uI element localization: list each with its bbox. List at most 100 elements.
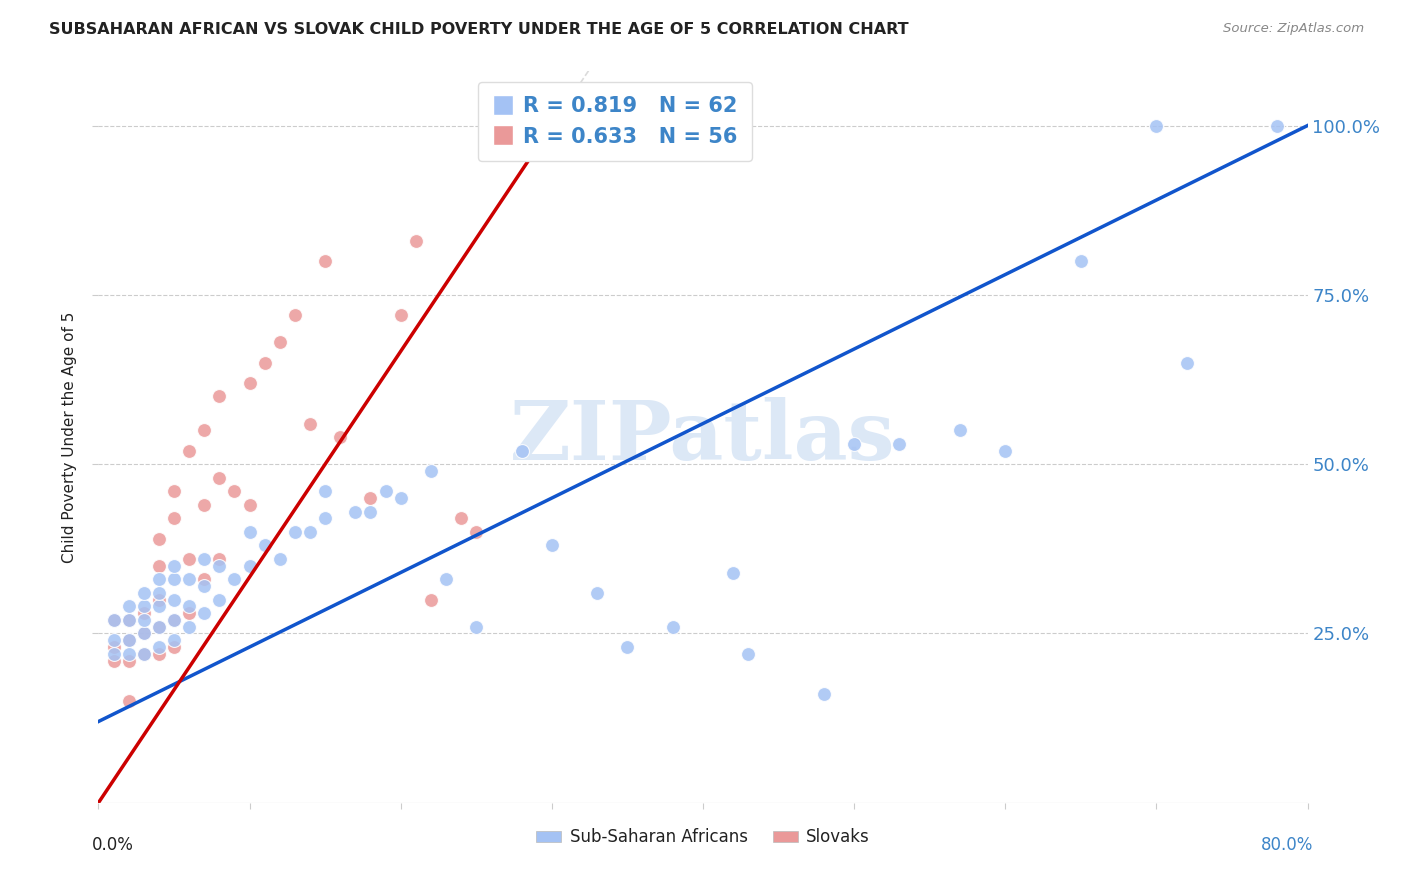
Point — [103, 647, 125, 661]
Point — [994, 443, 1017, 458]
Point — [284, 524, 307, 539]
Point — [360, 491, 382, 505]
Point — [132, 647, 155, 661]
Point — [163, 640, 186, 654]
Point — [193, 572, 215, 586]
Point — [495, 119, 517, 133]
Point — [118, 694, 141, 708]
Point — [389, 308, 412, 322]
Point — [193, 579, 215, 593]
Point — [103, 613, 125, 627]
Point — [253, 538, 276, 552]
Point — [526, 119, 548, 133]
Point — [360, 505, 382, 519]
Text: SUBSAHARAN AFRICAN VS SLOVAK CHILD POVERTY UNDER THE AGE OF 5 CORRELATION CHART: SUBSAHARAN AFRICAN VS SLOVAK CHILD POVER… — [49, 22, 908, 37]
Point — [179, 606, 201, 620]
Point — [434, 572, 457, 586]
Point — [163, 592, 186, 607]
Point — [299, 524, 322, 539]
Point — [118, 613, 141, 627]
Point — [148, 592, 170, 607]
Point — [586, 586, 609, 600]
Point — [737, 647, 759, 661]
Point — [374, 484, 396, 499]
Point — [148, 586, 170, 600]
Point — [208, 471, 231, 485]
Text: Source: ZipAtlas.com: Source: ZipAtlas.com — [1223, 22, 1364, 36]
Point — [284, 308, 307, 322]
Point — [163, 633, 186, 648]
Point — [132, 626, 155, 640]
Point — [510, 119, 533, 133]
Point — [269, 335, 291, 350]
Point — [465, 524, 488, 539]
Point — [510, 443, 533, 458]
Point — [1070, 254, 1092, 268]
Point — [103, 654, 125, 668]
Point — [163, 572, 186, 586]
Point — [118, 613, 141, 627]
Point — [224, 484, 246, 499]
Point — [132, 647, 155, 661]
Point — [510, 119, 533, 133]
Text: ZIPatlas: ZIPatlas — [510, 397, 896, 477]
Point — [329, 430, 352, 444]
Point — [148, 572, 170, 586]
Point — [1144, 119, 1167, 133]
Point — [314, 484, 336, 499]
Point — [389, 491, 412, 505]
Point — [420, 592, 443, 607]
Point — [148, 558, 170, 573]
Point — [118, 647, 141, 661]
Point — [889, 437, 911, 451]
Point — [193, 498, 215, 512]
Point — [163, 511, 186, 525]
Point — [299, 417, 322, 431]
Point — [540, 538, 562, 552]
Point — [118, 633, 141, 648]
Point — [118, 633, 141, 648]
Point — [239, 558, 262, 573]
Text: 80.0%: 80.0% — [1261, 837, 1313, 855]
Point — [661, 620, 683, 634]
Point — [949, 423, 972, 437]
Point — [163, 613, 186, 627]
Point — [602, 119, 624, 133]
Point — [179, 572, 201, 586]
Point — [239, 498, 262, 512]
Point — [208, 552, 231, 566]
Point — [103, 613, 125, 627]
Point — [179, 443, 201, 458]
Point — [844, 437, 866, 451]
Point — [103, 633, 125, 648]
Point — [450, 511, 472, 525]
Point — [193, 423, 215, 437]
Point — [148, 599, 170, 614]
Point — [405, 234, 427, 248]
Point — [314, 254, 336, 268]
Point — [555, 119, 578, 133]
Point — [420, 464, 443, 478]
Point — [253, 355, 276, 369]
Legend: Sub-Saharan Africans, Slovaks: Sub-Saharan Africans, Slovaks — [530, 822, 876, 853]
Point — [103, 640, 125, 654]
Point — [163, 613, 186, 627]
Point — [163, 484, 186, 499]
Point — [148, 620, 170, 634]
Point — [132, 626, 155, 640]
Point — [193, 606, 215, 620]
Point — [118, 599, 141, 614]
Y-axis label: Child Poverty Under the Age of 5: Child Poverty Under the Age of 5 — [62, 311, 77, 563]
Text: 0.0%: 0.0% — [93, 837, 134, 855]
Point — [269, 552, 291, 566]
Point — [723, 119, 745, 133]
Point — [118, 654, 141, 668]
Point — [132, 613, 155, 627]
Point — [148, 640, 170, 654]
Point — [1267, 119, 1289, 133]
Point — [208, 558, 231, 573]
Point — [465, 620, 488, 634]
Point — [132, 599, 155, 614]
Point — [179, 552, 201, 566]
Point — [179, 599, 201, 614]
